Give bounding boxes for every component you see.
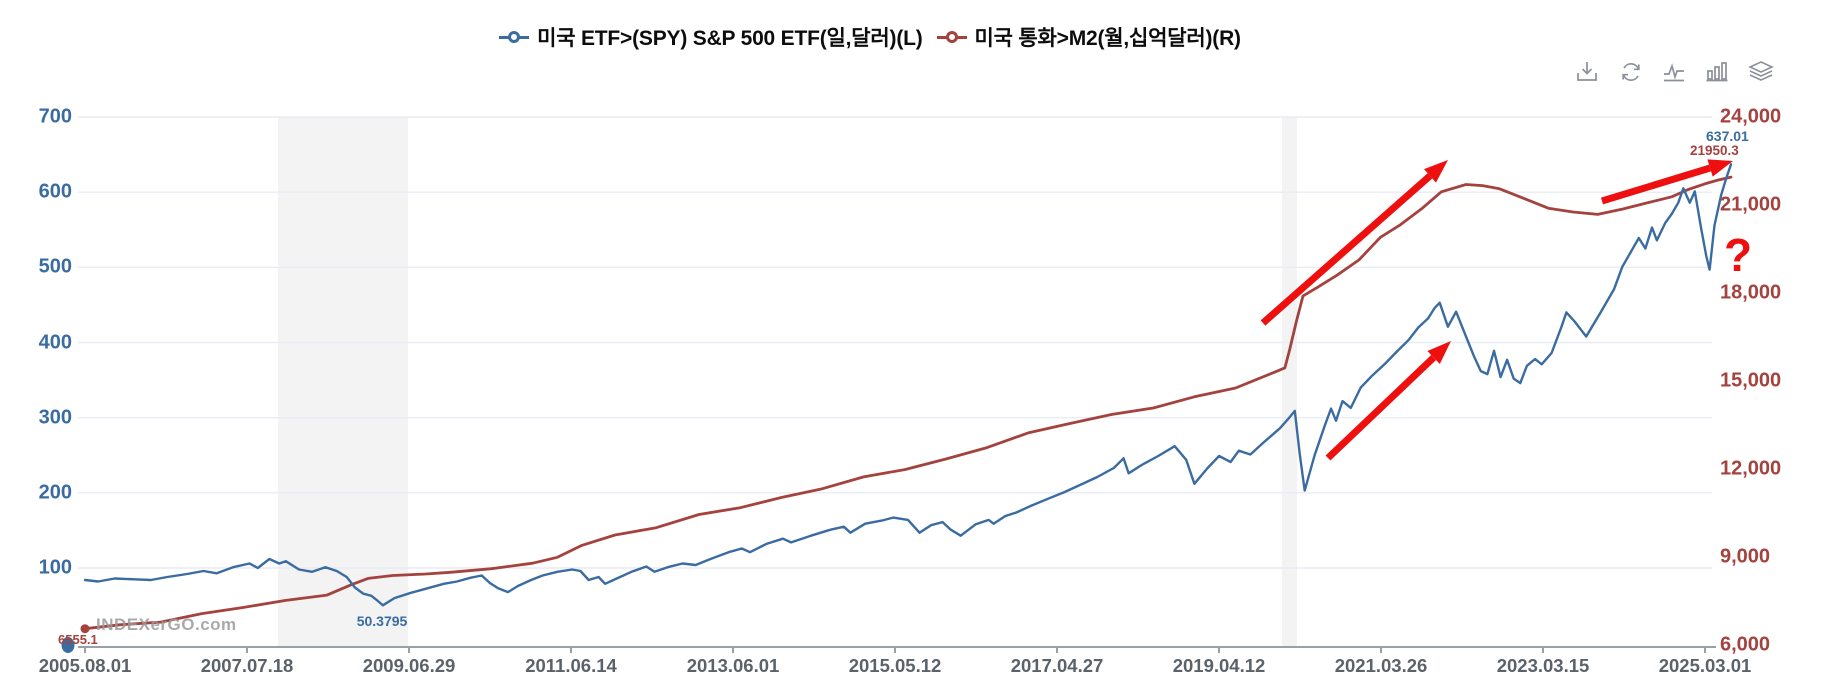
- legend-label-m2: 미국 통화>M2(월,십억달러)(R): [974, 27, 1242, 50]
- recession-bands: [278, 117, 1297, 647]
- x-axis-tick-label: 2025.03.01: [1658, 655, 1752, 676]
- spy-last-value-label: 637.01: [1706, 128, 1749, 144]
- x-axis-tick-label: 2011.06.14: [525, 655, 617, 676]
- m2-series-line[interactable]: [83, 175, 1733, 631]
- left-axis-tick-label: 700: [38, 105, 72, 128]
- x-axis-tick-label: 2023.03.15: [1496, 655, 1590, 676]
- right-axis-tick-label: 6,000: [1720, 633, 1771, 656]
- chart-legend: 미국 ETF>(SPY) S&P 500 ETF(일,달러)(L) 미국 통화>…: [0, 22, 1740, 52]
- question-mark-annotation: ?: [1724, 229, 1753, 281]
- right-axis-tick-label: 18,000: [1720, 281, 1782, 304]
- legend-label-spy: 미국 ETF>(SPY) S&P 500 ETF(일,달러)(L): [537, 27, 923, 50]
- right-axis-tick-label: 12,000: [1720, 457, 1782, 480]
- m2-first-value-label: 6555.1: [58, 632, 98, 647]
- left-axis-tick-label: 100: [38, 556, 72, 579]
- refresh-icon[interactable]: [1619, 60, 1641, 84]
- left-axis-tick-label: 500: [38, 255, 72, 278]
- x-axis-tick-label: 2015.05.12: [848, 655, 942, 676]
- chart-toolbar: [1576, 60, 1774, 84]
- x-axis-tick-label: 2013.06.01: [686, 655, 780, 676]
- right-axis-tick-label: 24,000: [1720, 105, 1782, 128]
- spy-series-line[interactable]: [83, 163, 1733, 607]
- watermark: INDEXerGO.com: [96, 615, 237, 634]
- bar-chart-icon[interactable]: [1705, 60, 1728, 84]
- download-icon[interactable]: [1576, 60, 1598, 84]
- right-axis-tick-label: 9,000: [1720, 545, 1771, 568]
- left-axis-tick-label: 600: [38, 180, 72, 203]
- left-axis-tick-label: 300: [38, 406, 72, 429]
- spy-line-marker-icon: [499, 30, 530, 44]
- m2-last-value-label: 21950.3: [1690, 143, 1739, 158]
- x-axis-line: [78, 646, 1716, 653]
- x-axis-tick-label: 2009.06.29: [362, 655, 456, 676]
- x-axis-tick-label: 2017.04.27: [1010, 655, 1104, 676]
- right-axis-tick-label: 21,000: [1720, 193, 1782, 216]
- x-axis-tick-label: 2005.08.01: [38, 655, 132, 676]
- series-start-markers: [61, 624, 90, 653]
- left-axis-tick-label: 200: [38, 481, 72, 504]
- layers-icon[interactable]: [1748, 60, 1774, 84]
- m2-line-marker-icon: [936, 30, 967, 44]
- x-axis-tick-label: 2019.04.12: [1172, 655, 1266, 676]
- right-axis-tick-label: 15,000: [1720, 369, 1782, 392]
- legend-item-m2[interactable]: 미국 통화>M2(월,십억달러)(R): [936, 22, 1242, 52]
- left-axis-tick-label: 400: [38, 331, 72, 353]
- x-axis-tick-label: 2007.07.18: [200, 655, 294, 676]
- spy-low-value-label: 50.3795: [356, 613, 408, 629]
- x-axis-tick-label: 2021.03.26: [1334, 655, 1428, 676]
- series-lines[interactable]: [83, 163, 1733, 631]
- line-chart-icon[interactable]: [1662, 60, 1684, 84]
- legend-item-spy[interactable]: 미국 ETF>(SPY) S&P 500 ETF(일,달러)(L): [499, 22, 923, 52]
- annotation-arrows: [1260, 159, 1733, 461]
